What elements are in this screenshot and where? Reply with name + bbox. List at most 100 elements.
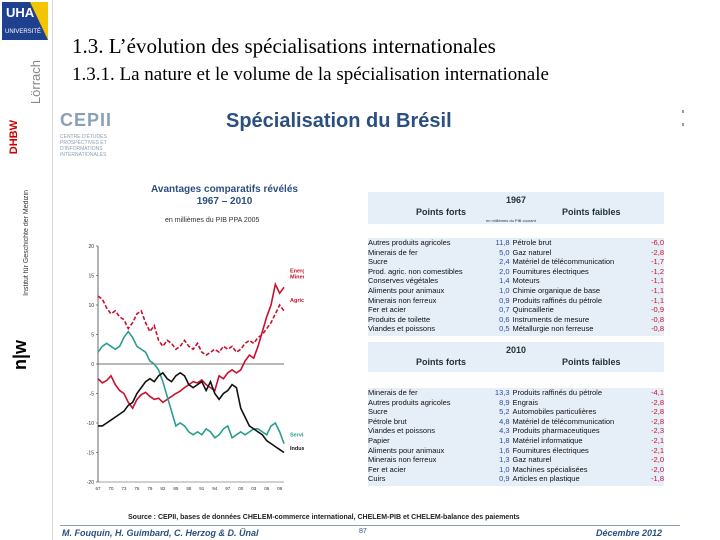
table-2010-weak-value: -2,0 [651, 455, 664, 465]
table-1967-header: 1967 Points forts Points faibles en mill… [368, 192, 664, 224]
table-2010-strong-product: Autres produits agricoles [368, 397, 451, 407]
table-2010-row: Fer et acier 1,0 Machines spécialisées -2,0 [368, 465, 664, 475]
table-2010-row: Viandes et poissons 4,3 Produits pharmaceu… [368, 426, 664, 436]
table-1967-strong-product: Sucre [368, 257, 388, 267]
table-1967-strong-value: 1,4 [499, 276, 510, 286]
x-tick-label: 76 [134, 486, 140, 491]
y-tick-label: -10 [87, 421, 94, 427]
series-line-agriculture [97, 295, 285, 357]
lorrach-label: Lörrach [28, 60, 43, 105]
y-tick-label: -20 [87, 480, 94, 486]
chart-title-line: Avantages comparatifs révélés [151, 184, 298, 195]
table-1967-weak-product: Instruments de mesure [512, 314, 590, 324]
table-1967-strong-product: Minerais non ferreux [368, 295, 437, 305]
x-tick-label: 85 [173, 486, 179, 491]
table-1967-strong-value: 5,0 [499, 247, 510, 257]
table-1967-strong-product: Aliments pour animaux [368, 285, 445, 295]
cepii-logo: CEPII [60, 110, 113, 130]
table-1967-strong-product: Viandes et poissons [368, 324, 435, 334]
logo-text: UHA [6, 5, 35, 20]
series-line-industrie [98, 371, 285, 454]
chart-subtitle-line: 1967 – 2010 [196, 196, 253, 207]
institute-label: Institut für Geschichte der Medizin [23, 190, 30, 296]
source-note: Source : CEPII, bases de données CHELEM-… [128, 514, 520, 521]
table-1967-row: Autres produits agricoles 11,8 Pétrole bru… [368, 238, 664, 248]
table-2010-weak-product: Fournitures électriques [512, 445, 589, 455]
x-tick-label: 94 [212, 486, 218, 491]
table-1967-strong-product: Produits de toilette [368, 314, 431, 324]
table-2010-weak-product: Automobiles particulières [512, 407, 597, 417]
table-1967-strong-value: 2,0 [499, 266, 510, 276]
x-tick-label: 67 [95, 486, 101, 491]
table-2010-strong-value: 5,2 [499, 407, 510, 417]
table-2010-strong-header: Points forts [416, 357, 467, 367]
table-2010-strong-product: Sucre [368, 407, 388, 417]
series-line-energie-minerais [97, 281, 285, 410]
table-1967-strong-header: Points forts [416, 207, 467, 217]
logo-triangle [30, 2, 48, 40]
table-1967-strong-product: Fer et acier [368, 305, 406, 315]
table-1967-weak-header: Points faibles [562, 207, 621, 217]
table-2010-weak-value: -2,8 [651, 407, 664, 417]
y-tick-label: 0 [91, 362, 94, 368]
table-2010-weak-value: -2,0 [651, 464, 664, 474]
x-tick-label: 88 [186, 486, 192, 491]
x-tick-label: 82 [160, 486, 166, 491]
x-tick-label: 70 [108, 486, 114, 491]
cepii-tagline: CENTRE D'ÉTUDES PROSPECTIVES ET D'INFORM… [60, 134, 107, 158]
table-2010-weak-product: Gaz naturel [512, 455, 552, 465]
table-1967-weak-product: Moteurs [512, 276, 540, 286]
table-1967-weak-value: -0,9 [651, 305, 664, 315]
table-1967-row: Viandes et poissons 0,5 Métallurgie non fe… [368, 324, 664, 334]
table-1967-strong-product: Minerais de fer [368, 247, 418, 257]
dhbw-logo: DHBW [8, 120, 20, 155]
x-tick-label: 91 [199, 486, 205, 491]
table-2010-strong-value: 13,3 [494, 388, 510, 397]
table-1967-strong-value: 0,9 [499, 295, 510, 305]
series-line-services [97, 330, 285, 444]
table-1967-weak-value: -1,1 [651, 285, 664, 295]
page-title: 1.3. L’évolution des spécialisations int… [72, 34, 496, 58]
table-2010-row: Papier 1,8 Matériel informatique -2,1 [368, 436, 664, 446]
table-2010-weak-value: -2,8 [651, 416, 664, 426]
table-1967-weak-value: -0,8 [651, 324, 664, 334]
nw-logo: n|w [10, 340, 30, 371]
table-2010-weak-value: -2,1 [651, 445, 664, 455]
table-1967-weak-product: Gaz naturel [512, 247, 552, 257]
page-number: 87 [359, 528, 367, 535]
series-label: Services [290, 433, 304, 439]
x-tick-label: 79 [147, 486, 153, 491]
table-1967-strong-product: Prod. agric. non comestibles [368, 266, 463, 276]
table-1967-weak-product: Produits raffinés du pétrole [512, 295, 603, 305]
table-2010-strong-value: 1,0 [499, 464, 510, 474]
table-2010-weak-product: Produits raffinés du pétrole [512, 388, 603, 397]
table-2010-weak-product: Matériel de télécommunication [512, 416, 615, 426]
table-2010-strong-product: Pétrole brut [368, 416, 407, 426]
table-2010-header: 2010 Points forts Points faibles [368, 342, 664, 372]
table-2010-strong-product: Minerais de fer [368, 388, 418, 397]
y-tick-label: 20 [88, 244, 94, 250]
table-2010-strong-value: 1,3 [499, 455, 510, 465]
table-2010-strong-value: 8,9 [499, 397, 510, 407]
table-2010-weak-header: Points faibles [562, 357, 621, 367]
y-tick-label: -5 [90, 392, 95, 398]
table-1967-strong-value: 2,4 [499, 257, 510, 267]
table-2010-row: Minerais de fer 13,3 Produits raffinés du … [368, 388, 664, 398]
table-2010-strong-value: 4,8 [499, 416, 510, 426]
table-2010-weak-value: -2,1 [651, 435, 664, 445]
table-2010-weak-product: Engrais [512, 397, 538, 407]
table-2010-row: Autres produits agricoles 8,9 Engrais -2,8 [368, 398, 664, 408]
table-2010-strong-value: 1,8 [499, 435, 510, 445]
series-label: EnergieMinerais [290, 269, 304, 281]
table-2010-strong-product: Minerais non ferreux [368, 455, 437, 465]
table-2010-row: Cuirs 0,9 Articles en plastique -1,8 [368, 474, 664, 484]
table-1967-row: Produits de toilette 0,6 Instruments de me… [368, 315, 664, 325]
table-2010-strong-product: Viandes et poissons [368, 426, 435, 436]
table-1967-row: Sucre 2,4 Matériel de télécommunication -1,… [368, 257, 664, 267]
table-2010-strong-product: Cuirs [368, 474, 386, 484]
table-2010-strong-product: Aliments pour animaux [368, 445, 445, 455]
table-1967-strong-product: Conserves végétales [368, 276, 439, 286]
x-tick-label: 97 [225, 486, 231, 491]
table-2010-weak-product: Produits pharmaceutiques [512, 426, 600, 436]
